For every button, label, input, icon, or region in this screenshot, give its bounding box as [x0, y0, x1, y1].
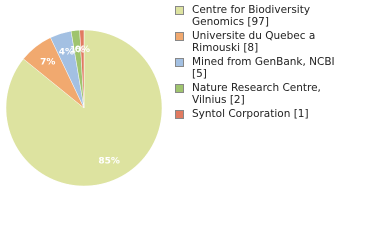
slice-label: 1% [70, 45, 85, 55]
legend-swatch [175, 6, 184, 15]
slice-label: 85% [98, 156, 120, 166]
slice-label: 0% [75, 45, 90, 55]
pie-area: 85% 7% 4%1%0% [5, 29, 163, 187]
legend-label: Universite du Quebec a Rimouski [8] [192, 30, 316, 54]
legend-label: Nature Research Centre, Vilnius [2] [192, 82, 321, 106]
slice-label: 7% [40, 58, 55, 68]
legend-swatch [175, 110, 184, 119]
legend-label: Centre for Biodiversity Genomics [97] [192, 4, 311, 28]
slice-label: 4% [59, 48, 74, 58]
legend-swatch [175, 84, 184, 93]
legend-swatch [175, 32, 184, 41]
legend-entry: Universite du Quebec a Rimouski [8] [175, 30, 342, 54]
legend-entry: Syntol Corporation [1] [175, 108, 342, 120]
legend-label: Mined from GenBank, NCBI [5] [192, 56, 335, 80]
legend-entry: Centre for Biodiversity Genomics [97] [175, 4, 342, 28]
legend-label: Syntol Corporation [1] [192, 108, 309, 120]
legend-entry: Mined from GenBank, NCBI [5] [175, 56, 342, 80]
pie-slice [79, 29, 85, 109]
legend-entry: Nature Research Centre, Vilnius [2] [175, 82, 342, 106]
legend: Centre for Biodiversity Genomics [97] Uni… [175, 4, 375, 122]
legend-swatch [175, 58, 184, 67]
